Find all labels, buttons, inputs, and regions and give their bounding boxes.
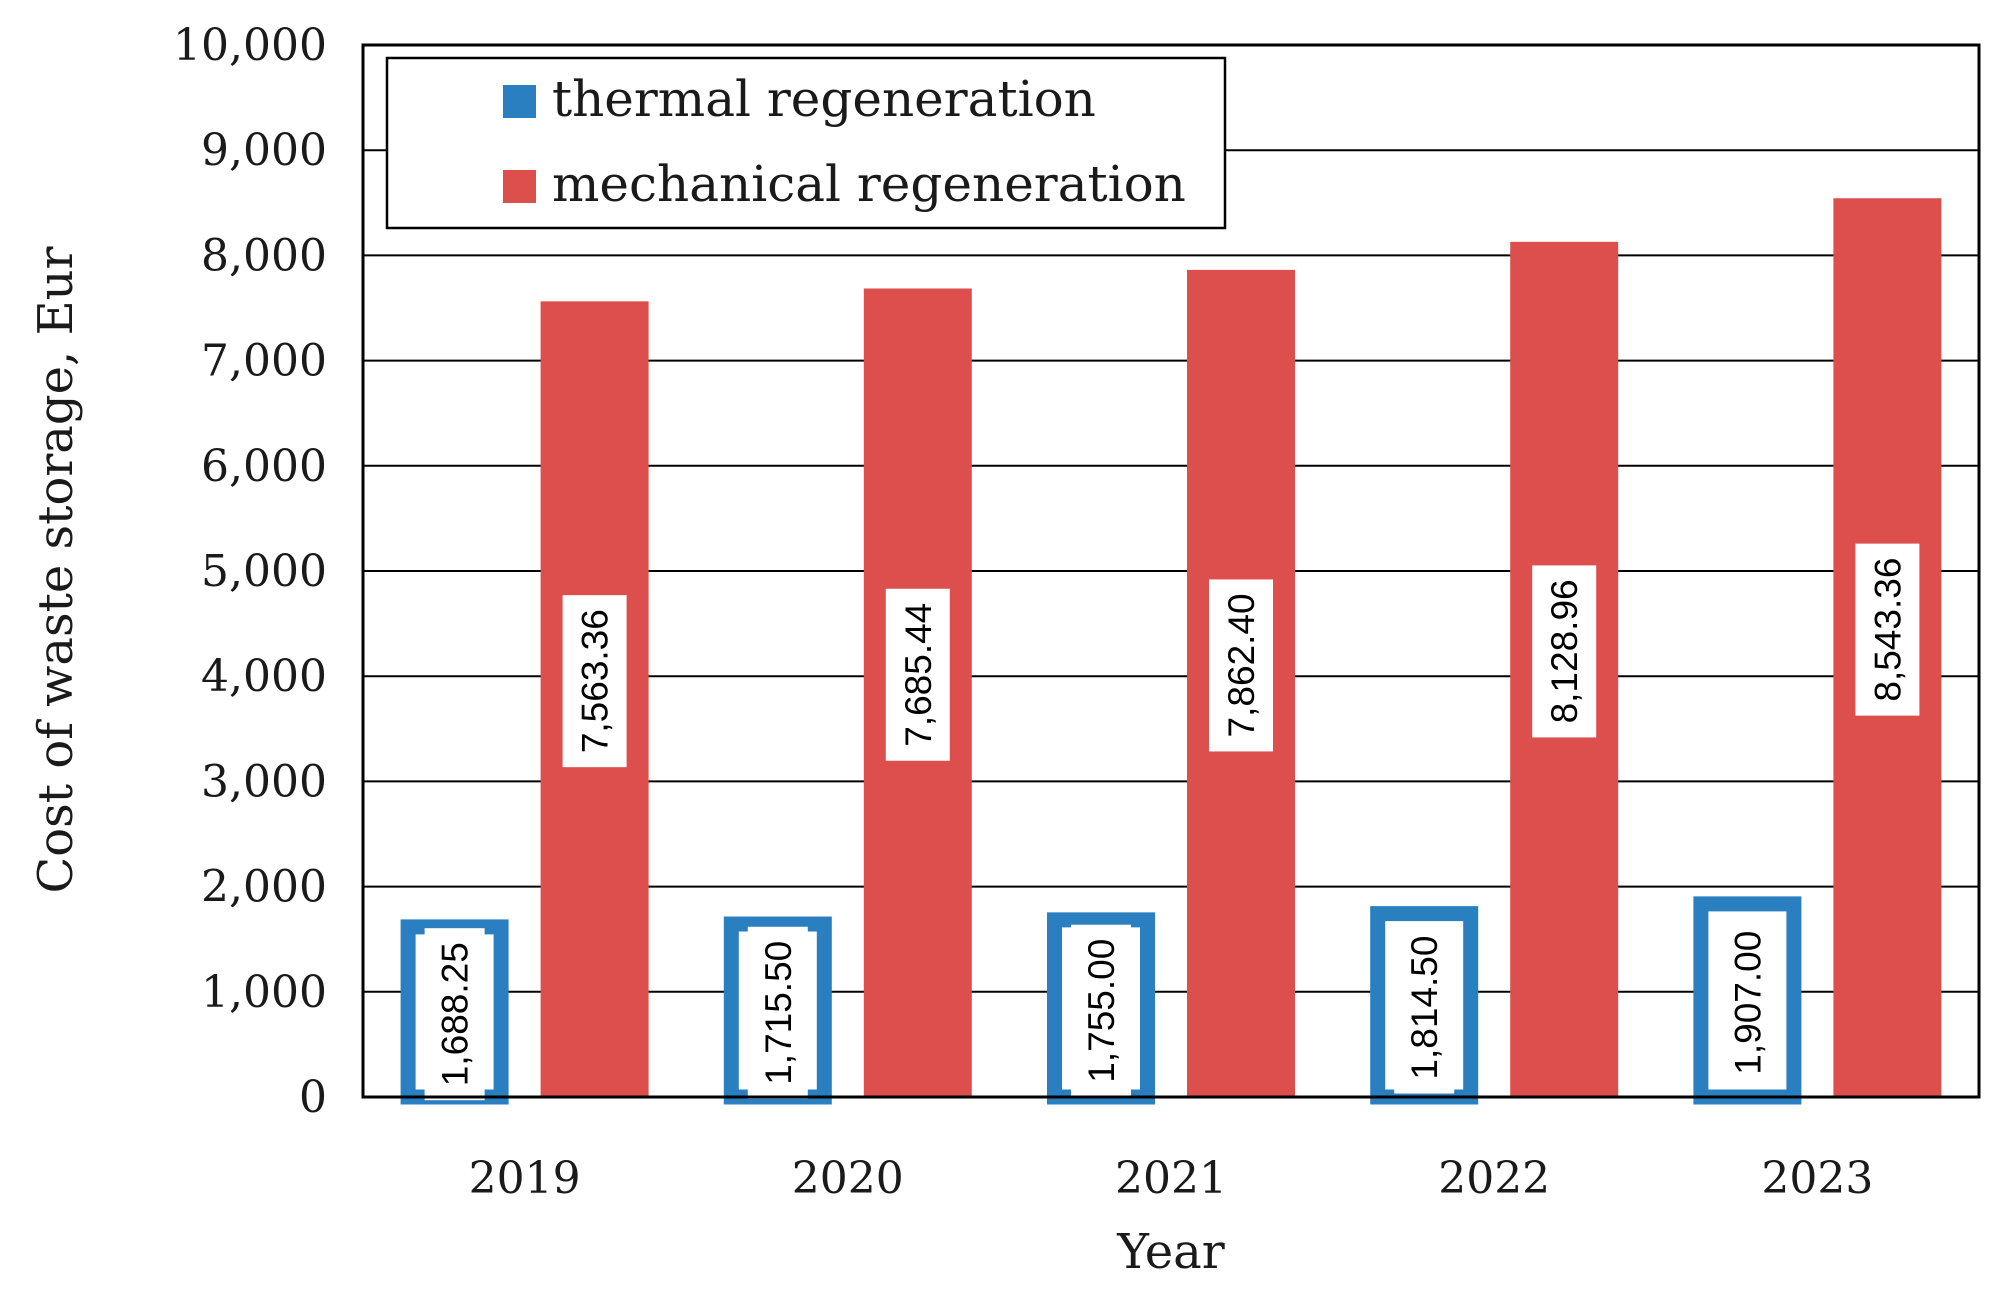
legend-label-thermal-regeneration: thermal regeneration [552,70,1096,128]
data-label-mechanical-regeneration-2022: 8,128.96 [1544,579,1585,723]
data-label-thermal-regeneration-2021: 1,755.00 [1081,939,1122,1083]
data-label-box-thermal-regeneration-2020 [747,926,808,1099]
x-axis-title: Year [1116,1224,1225,1280]
data-label-box-thermal-regeneration-2023 [1717,916,1778,1089]
x-tick-label-2019: 2019 [469,1153,581,1204]
bars [400,198,1942,1105]
data-label-thermal-regeneration-2019: 1,688.25 [435,942,476,1086]
x-tick-label-2022: 2022 [1438,1153,1550,1204]
data-label-box-mechanical-regeneration-2019 [562,595,627,768]
plot-frame [361,43,1981,1099]
y-tick-label-8000: 8,000 [201,230,327,281]
data-label-mechanical-regeneration-2019: 7,563.36 [575,609,616,753]
data-label-box-thermal-regeneration-2019 [424,928,485,1101]
y-tick-label-1000: 1,000 [201,967,327,1018]
data-label-mechanical-regeneration-2021: 7,862.40 [1221,593,1262,737]
data-label-box-thermal-regeneration-2021 [1071,924,1131,1097]
x-tick-label-2020: 2020 [792,1153,904,1204]
y-tick-label-9000: 9,000 [201,125,327,176]
x-tick-label-2023: 2023 [1761,1153,1873,1204]
data-label-box-mechanical-regeneration-2020 [885,588,950,761]
data-label-box-mechanical-regeneration-2021 [1209,579,1273,752]
data-label-box-thermal-regeneration-2022 [1394,921,1455,1094]
y-tick-label-5000: 5,000 [201,546,327,597]
data-label-box-mechanical-regeneration-2023 [1855,543,1920,716]
y-axis-ticks: 0 1,000 2,000 3,000 4,000 5,000 6,000 7,000 8,00… [173,20,327,1123]
data-labels: 1,688.25 7,563.36 1,715.50 7,685.44 1,755.00… [424,543,1920,1101]
data-label-thermal-regeneration-2023: 1,907.00 [1727,931,1768,1075]
y-tick-label-2000: 2,000 [201,862,327,913]
y-tick-label-10000: 10,000 [173,20,327,71]
legend: thermal regeneration mechanical regenera… [385,56,1227,230]
data-label-mechanical-regeneration-2023: 8,543.36 [1867,558,1908,702]
data-label-box-mechanical-regeneration-2022 [1532,565,1597,738]
y-tick-label-3000: 3,000 [201,756,327,807]
y-tick-label-0: 0 [299,1072,327,1123]
x-axis-ticks: 2019 2020 2021 2022 2023 [469,1153,1874,1204]
y-tick-label-4000: 4,000 [201,651,327,702]
legend-swatch-thermal-regeneration [503,85,536,118]
data-label-thermal-regeneration-2020: 1,715.50 [758,941,799,1085]
legend-swatch-mechanical-regeneration [503,170,536,203]
data-label-mechanical-regeneration-2020: 7,685.44 [898,603,939,747]
legend-label-mechanical-regeneration: mechanical regeneration [552,155,1186,213]
x-tick-label-2021: 2021 [1115,1153,1227,1204]
data-label-thermal-regeneration-2022: 1,814.50 [1404,936,1445,1080]
y-axis-title: Cost of waste storage, Eur [28,246,84,893]
y-tick-label-6000: 6,000 [201,441,327,492]
y-tick-label-7000: 7,000 [201,336,327,387]
